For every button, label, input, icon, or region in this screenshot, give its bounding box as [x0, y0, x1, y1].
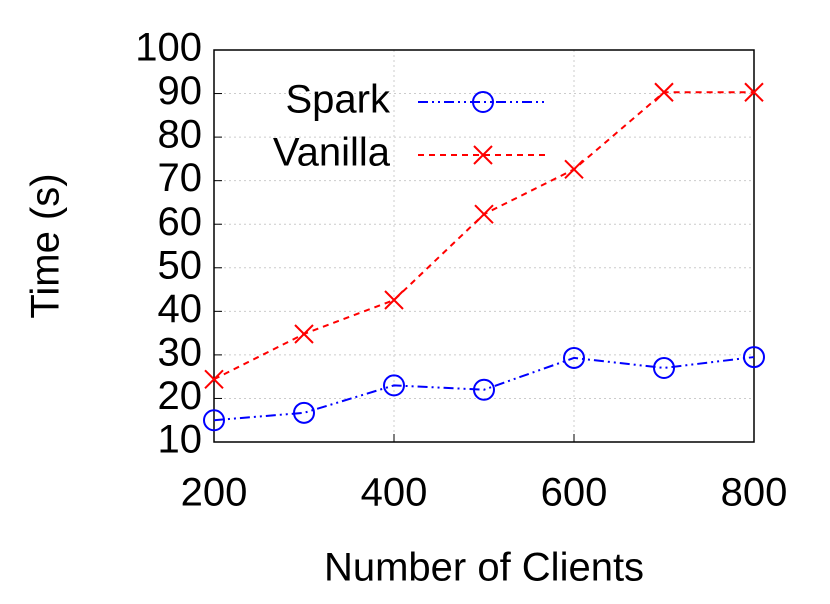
y-axis-label: Time (s): [24, 173, 68, 318]
legend-marker: [473, 145, 493, 165]
point: [294, 324, 314, 344]
point: [474, 204, 494, 224]
point: [653, 356, 675, 379]
x-tick-label: 400: [361, 471, 428, 515]
y-tick-label: 90: [158, 69, 203, 113]
y-tick-label: 70: [158, 156, 203, 200]
point: [563, 346, 585, 369]
point: [383, 374, 405, 397]
point: [473, 378, 495, 401]
point: [203, 409, 225, 432]
point: [744, 82, 764, 102]
legend-marker: [472, 91, 494, 113]
x-tick-label: 800: [721, 471, 788, 515]
legend-label: Spark: [286, 78, 391, 122]
point: [293, 401, 315, 424]
point: [204, 369, 224, 389]
x-tick-label: 600: [541, 471, 608, 515]
y-tick-label: 80: [158, 113, 203, 157]
y-tick-label: 30: [158, 330, 203, 374]
point: [384, 290, 404, 310]
x-axis-label: Number of Clients: [324, 546, 644, 590]
y-tick-label: 100: [135, 26, 202, 70]
y-tick-label: 10: [158, 418, 203, 462]
y-tick-label: 50: [158, 243, 203, 287]
series-line: [213, 356, 755, 422]
y-tick-label: 20: [158, 374, 203, 418]
legend-label: Vanilla: [273, 131, 391, 175]
point: [654, 82, 674, 102]
point: [743, 346, 765, 369]
y-tick-label: 40: [158, 287, 203, 331]
point: [564, 159, 584, 180]
plot-frame: [213, 49, 755, 443]
y-tick-label: 60: [158, 200, 203, 244]
x-tick-label: 200: [181, 471, 248, 515]
